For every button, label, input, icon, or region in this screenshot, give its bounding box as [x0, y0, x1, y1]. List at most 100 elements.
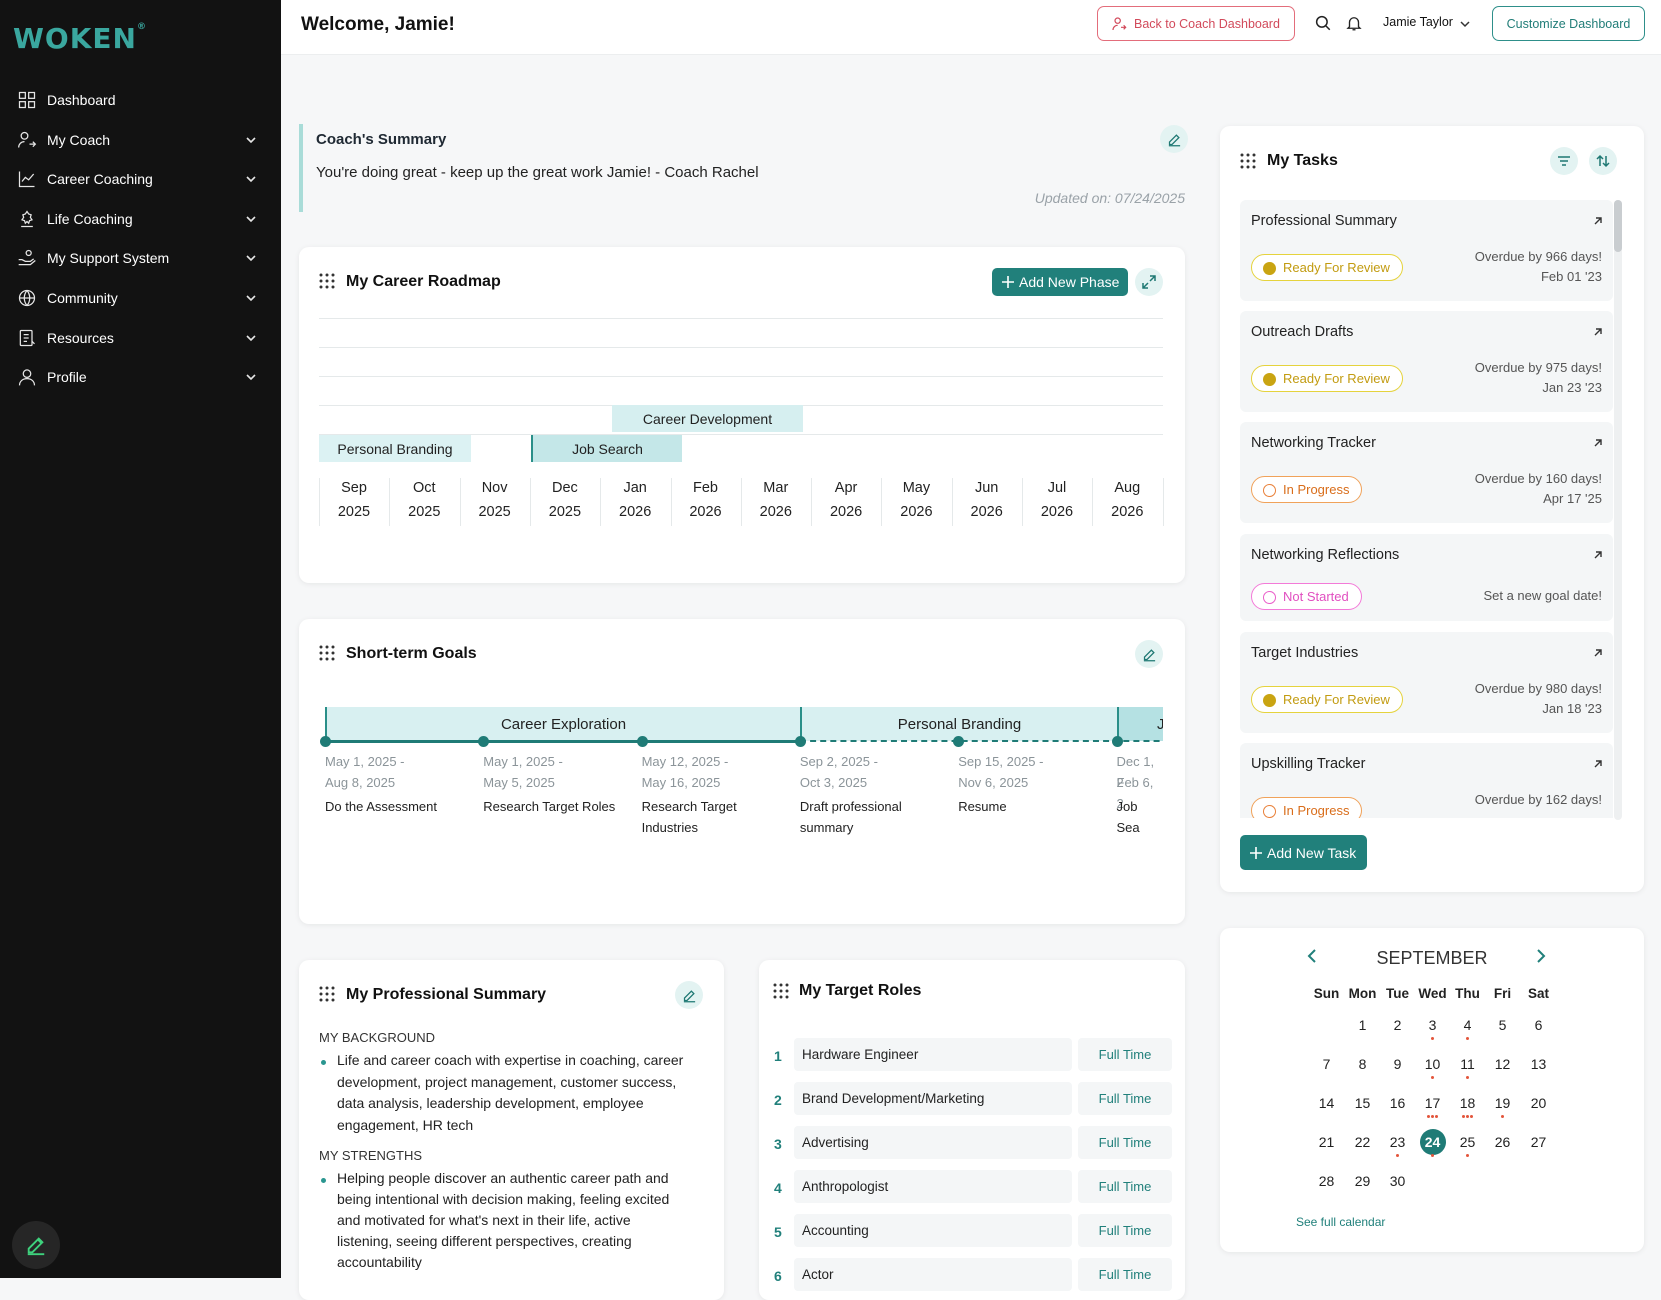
chevron-left-icon[interactable]: [1307, 949, 1317, 963]
sidebar-item-my-support-system[interactable]: My Support System: [0, 239, 281, 277]
role-name[interactable]: Hardware Engineer: [794, 1038, 1072, 1071]
task-card[interactable]: Upskilling Tracker In Progress Overdue by …: [1240, 743, 1613, 818]
open-arrow-icon[interactable]: [1593, 438, 1603, 448]
tasks-scrollbar[interactable]: [1614, 200, 1622, 820]
calendar-day[interactable]: 23: [1389, 1134, 1406, 1150]
goal-marker[interactable]: [636, 736, 648, 747]
floating-edit-button[interactable]: [12, 1221, 60, 1269]
calendar-day[interactable]: 4: [1463, 1017, 1472, 1033]
chevron-down-icon[interactable]: [1460, 20, 1470, 28]
sidebar-item-dashboard[interactable]: Dashboard: [0, 81, 281, 119]
calendar-day[interactable]: 3: [1428, 1017, 1437, 1033]
drag-handle-icon[interactable]: [773, 983, 789, 999]
sidebar-item-career-coaching[interactable]: Career Coaching: [0, 160, 281, 198]
calendar-day[interactable]: 22: [1354, 1134, 1371, 1150]
calendar-day[interactable]: 28: [1318, 1173, 1335, 1189]
goal-marker[interactable]: [953, 736, 965, 747]
calendar-day[interactable]: 13: [1530, 1056, 1547, 1072]
goal-marker[interactable]: [794, 736, 806, 747]
user-menu[interactable]: Jamie Taylor: [1383, 15, 1453, 29]
sidebar-item-my-coach[interactable]: My Coach: [0, 121, 281, 159]
tasks-scrollbar-thumb[interactable]: [1614, 200, 1622, 252]
task-card[interactable]: Outreach Drafts Ready For Review Overdue b…: [1240, 311, 1613, 412]
goal-group-personal-branding[interactable]: Personal Branding: [800, 707, 1117, 741]
role-name[interactable]: Anthropologist: [794, 1170, 1072, 1203]
task-card[interactable]: Professional Summary Ready For Review Over…: [1240, 200, 1613, 301]
expand-roadmap-button[interactable]: [1135, 268, 1163, 296]
calendar-day[interactable]: 18: [1459, 1095, 1476, 1111]
open-arrow-icon[interactable]: [1593, 216, 1603, 226]
role-type-tag[interactable]: Full Time: [1078, 1082, 1172, 1115]
calendar-day[interactable]: 30: [1389, 1173, 1406, 1189]
customize-dashboard-button[interactable]: Customize Dashboard: [1492, 6, 1645, 41]
add-new-phase-button[interactable]: Add New Phase: [992, 268, 1128, 296]
chevron-right-icon[interactable]: [1536, 949, 1546, 963]
goal-group-career-exploration[interactable]: Career Exploration: [325, 707, 800, 741]
role-name[interactable]: Actor: [794, 1258, 1072, 1291]
sidebar-item-community[interactable]: Community: [0, 279, 281, 317]
edit-professional-summary-button[interactable]: [675, 981, 703, 1009]
drag-handle-icon[interactable]: [319, 986, 335, 1002]
drag-handle-icon[interactable]: [319, 645, 335, 661]
sidebar-item-life-coaching[interactable]: Life Coaching: [0, 200, 281, 238]
edit-coach-summary-button[interactable]: [1160, 125, 1188, 153]
goal-marker[interactable]: [320, 736, 331, 747]
role-type-tag[interactable]: Full Time: [1078, 1258, 1172, 1291]
bell-icon[interactable]: [1345, 13, 1363, 33]
calendar-day[interactable]: 7: [1322, 1056, 1331, 1072]
sidebar-item-profile[interactable]: Profile: [0, 358, 281, 396]
role-type-tag[interactable]: Full Time: [1078, 1170, 1172, 1203]
sort-tasks-button[interactable]: [1589, 147, 1617, 175]
calendar-day[interactable]: 27: [1530, 1134, 1547, 1150]
search-icon[interactable]: [1314, 14, 1332, 32]
open-arrow-icon[interactable]: [1593, 550, 1603, 560]
calendar-day[interactable]: 20: [1530, 1095, 1547, 1111]
open-arrow-icon[interactable]: [1593, 648, 1603, 658]
calendar-day[interactable]: 14: [1318, 1095, 1335, 1111]
calendar-day[interactable]: 15: [1354, 1095, 1371, 1111]
calendar-day-today[interactable]: 24: [1419, 1129, 1446, 1155]
sidebar-item-resources[interactable]: Resources: [0, 319, 281, 357]
phase-bar-career-development[interactable]: Career Development: [612, 405, 803, 432]
add-new-task-button[interactable]: Add New Task: [1240, 835, 1367, 870]
goal-group-job-search[interactable]: J: [1117, 707, 1163, 741]
task-card[interactable]: Networking Reflections Not Started Set a n…: [1240, 534, 1613, 621]
calendar-day[interactable]: 2: [1393, 1017, 1402, 1033]
calendar-day[interactable]: 10: [1424, 1056, 1441, 1072]
calendar-day[interactable]: 12: [1494, 1056, 1511, 1072]
back-to-coach-dashboard-button[interactable]: Back to Coach Dashboard: [1097, 6, 1295, 41]
calendar-day[interactable]: 1: [1358, 1017, 1367, 1033]
calendar-day[interactable]: 29: [1354, 1173, 1371, 1189]
calendar-day[interactable]: 26: [1494, 1134, 1511, 1150]
role-name[interactable]: Advertising: [794, 1126, 1072, 1159]
role-name[interactable]: Brand Development/Marketing: [794, 1082, 1072, 1115]
goal-marker[interactable]: [1111, 736, 1123, 747]
calendar-day[interactable]: 25: [1459, 1134, 1476, 1150]
role-type-tag[interactable]: Full Time: [1078, 1126, 1172, 1159]
open-arrow-icon[interactable]: [1593, 327, 1603, 337]
edit-goals-button[interactable]: [1135, 640, 1163, 668]
calendar-day[interactable]: 19: [1494, 1095, 1511, 1111]
task-card[interactable]: Networking Tracker In Progress Overdue by …: [1240, 422, 1613, 523]
phase-bar-personal-branding[interactable]: Personal Branding: [319, 435, 471, 462]
see-full-calendar-link[interactable]: See full calendar: [1296, 1215, 1386, 1229]
drag-handle-icon[interactable]: [1240, 153, 1256, 169]
phase-bar-job-search[interactable]: Job Search: [531, 435, 682, 462]
calendar-day[interactable]: 11: [1460, 1056, 1475, 1072]
open-arrow-icon[interactable]: [1593, 759, 1603, 769]
role-type-tag[interactable]: Full Time: [1078, 1214, 1172, 1247]
calendar-day[interactable]: 6: [1534, 1017, 1543, 1033]
calendar-day[interactable]: 17: [1424, 1095, 1441, 1111]
task-card[interactable]: Target Industries Ready For Review Overdue…: [1240, 632, 1613, 733]
woken-logo[interactable]: WOKEN®: [13, 22, 147, 55]
filter-tasks-button[interactable]: [1550, 147, 1578, 175]
role-name[interactable]: Accounting: [794, 1214, 1072, 1247]
calendar-day[interactable]: 8: [1358, 1056, 1367, 1072]
calendar-day[interactable]: 5: [1498, 1017, 1507, 1033]
drag-handle-icon[interactable]: [319, 273, 335, 289]
goal-marker[interactable]: [478, 736, 490, 747]
calendar-day[interactable]: 21: [1318, 1134, 1335, 1150]
calendar-day[interactable]: 9: [1393, 1056, 1402, 1072]
calendar-day[interactable]: 16: [1389, 1095, 1406, 1111]
role-type-tag[interactable]: Full Time: [1078, 1038, 1172, 1071]
